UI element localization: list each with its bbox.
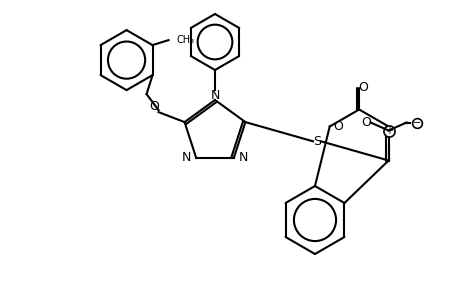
Text: O: O	[358, 81, 367, 94]
Text: N: N	[210, 88, 219, 101]
Text: S: S	[312, 135, 320, 148]
Text: N: N	[239, 152, 248, 164]
Text: O: O	[332, 120, 342, 133]
Text: −: −	[412, 118, 420, 128]
Text: O: O	[149, 100, 159, 112]
Text: CH₃: CH₃	[176, 35, 194, 45]
Text: N: N	[181, 152, 190, 164]
Text: +: +	[384, 125, 392, 136]
Text: O: O	[361, 116, 371, 129]
